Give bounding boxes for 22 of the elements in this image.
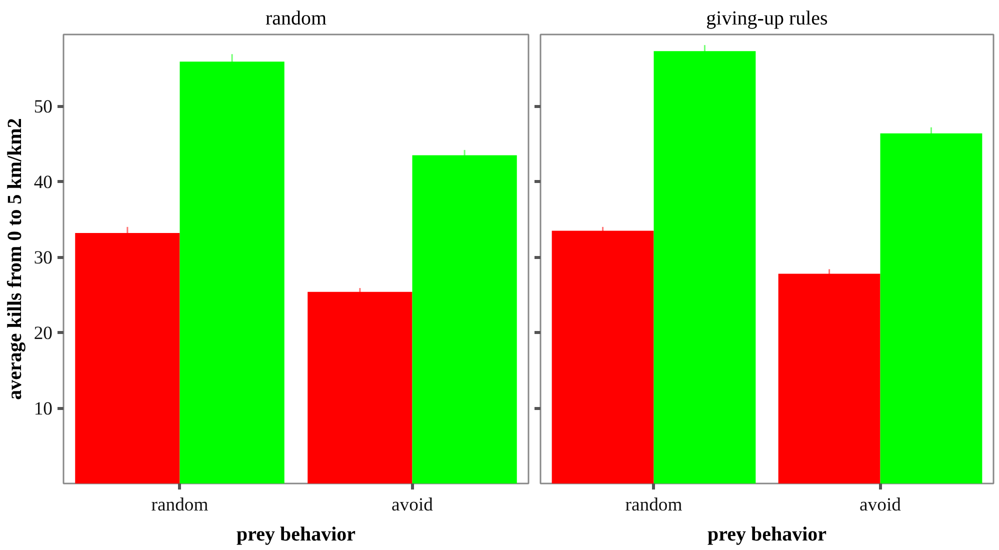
x-tick-label: random <box>625 494 683 516</box>
y-axis-title: average kills from 0 to 5 km/km2 <box>4 118 26 400</box>
bar <box>180 62 284 484</box>
x-tick-label: avoid <box>860 494 902 516</box>
bar <box>654 51 756 484</box>
x-axis-title: prey behavior <box>236 524 356 546</box>
bar <box>552 230 654 484</box>
bar <box>778 274 880 484</box>
bar <box>75 232 180 484</box>
chart-title: giving-up rules <box>706 8 828 30</box>
chart-title: random <box>265 8 327 30</box>
bar <box>412 155 517 484</box>
y-tick-label: 40 <box>34 172 52 194</box>
x-axis-title: prey behavior <box>707 524 827 546</box>
bar <box>308 292 412 484</box>
y-tick-label: 30 <box>34 248 52 269</box>
x-tick-label: random <box>151 494 209 516</box>
y-tick-label: 20 <box>34 323 52 344</box>
bar <box>880 133 982 484</box>
x-tick-label: avoid <box>392 494 434 516</box>
y-tick-label: 50 <box>34 96 52 118</box>
y-tick-label: 10 <box>34 398 52 420</box>
